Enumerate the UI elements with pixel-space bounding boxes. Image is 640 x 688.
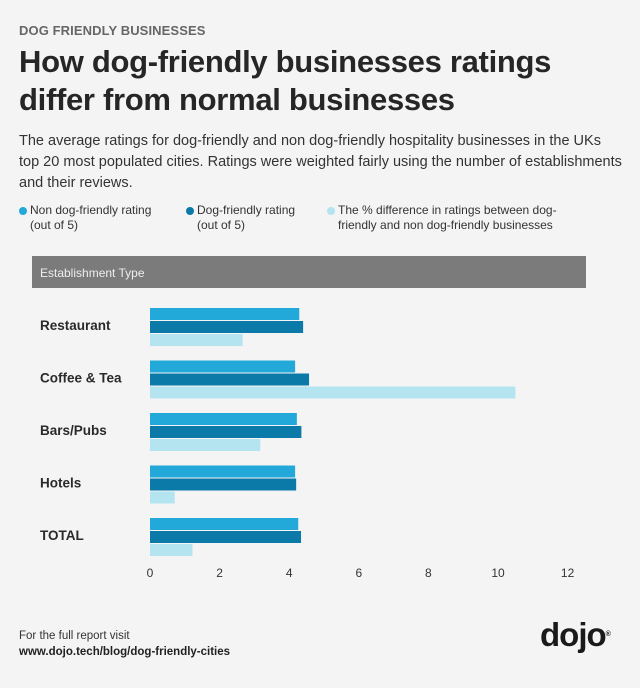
bar-dog-friendly-1 bbox=[150, 373, 310, 386]
legend-item-non-dog-friendly: Non dog-friendly rating (out of 5) bbox=[19, 203, 169, 233]
bar-non-dog-friendly-1 bbox=[150, 360, 296, 373]
bar-non-dog-friendly-2 bbox=[150, 413, 297, 425]
bar-dog-friendly-2 bbox=[150, 426, 302, 438]
bar-dog-friendly-0 bbox=[150, 321, 304, 333]
category-label: Hotels bbox=[40, 476, 81, 491]
logo-text: dojo bbox=[540, 616, 607, 653]
x-tick-label: 4 bbox=[286, 566, 293, 580]
footer-note: For the full report visit bbox=[19, 630, 130, 642]
bar-percent-difference-2 bbox=[150, 439, 261, 451]
bar-percent-difference-0 bbox=[150, 334, 243, 346]
legend-item-dog-friendly: Dog-friendly rating (out of 5) bbox=[186, 203, 306, 233]
x-tick-label: 2 bbox=[216, 566, 223, 580]
legend-label: The % difference in ratings between dog-… bbox=[338, 203, 557, 232]
bar-non-dog-friendly-3 bbox=[150, 465, 296, 478]
bar-percent-difference-4 bbox=[150, 544, 193, 556]
category-label: Coffee & Tea bbox=[40, 371, 122, 386]
legend-dot-icon bbox=[19, 207, 27, 215]
footer-url[interactable]: www.dojo.tech/blog/dog-friendly-cities bbox=[19, 646, 231, 658]
legend-label: Dog-friendly rating (out of 5) bbox=[197, 203, 296, 232]
x-tick-label: 8 bbox=[425, 566, 432, 580]
legend-label: Non dog-friendly rating (out of 5) bbox=[30, 203, 152, 232]
x-tick-label: 6 bbox=[355, 566, 362, 580]
chart-description: The average ratings for dog-friendly and… bbox=[19, 133, 622, 191]
registered-mark-icon: ® bbox=[605, 631, 611, 638]
chart-title: How dog-friendly businesses ratings diff… bbox=[19, 44, 552, 117]
legend-dot-icon bbox=[327, 207, 335, 215]
dojo-logo: dojo® bbox=[540, 616, 611, 654]
bar-percent-difference-3 bbox=[150, 491, 175, 504]
x-tick-label: 10 bbox=[491, 566, 505, 580]
bar-non-dog-friendly-4 bbox=[150, 518, 299, 530]
category-label: TOTAL bbox=[40, 528, 84, 543]
table-header-bar: Establishment Type bbox=[32, 256, 586, 288]
x-tick-label: 12 bbox=[561, 566, 575, 580]
bar-non-dog-friendly-0 bbox=[150, 308, 300, 320]
category-label: Restaurant bbox=[40, 318, 111, 333]
bar-percent-difference-1 bbox=[150, 386, 516, 399]
bar-dog-friendly-3 bbox=[150, 478, 297, 491]
x-tick-label: 0 bbox=[147, 566, 154, 580]
legend-item-percent-difference: The % difference in ratings between dog-… bbox=[327, 203, 587, 233]
kicker: DOG FRIENDLY BUSINESSES bbox=[19, 23, 206, 38]
table-header-label: Establishment Type bbox=[40, 266, 145, 280]
category-label: Bars/Pubs bbox=[40, 423, 107, 438]
bar-dog-friendly-4 bbox=[150, 531, 302, 543]
legend-dot-icon bbox=[186, 207, 194, 215]
